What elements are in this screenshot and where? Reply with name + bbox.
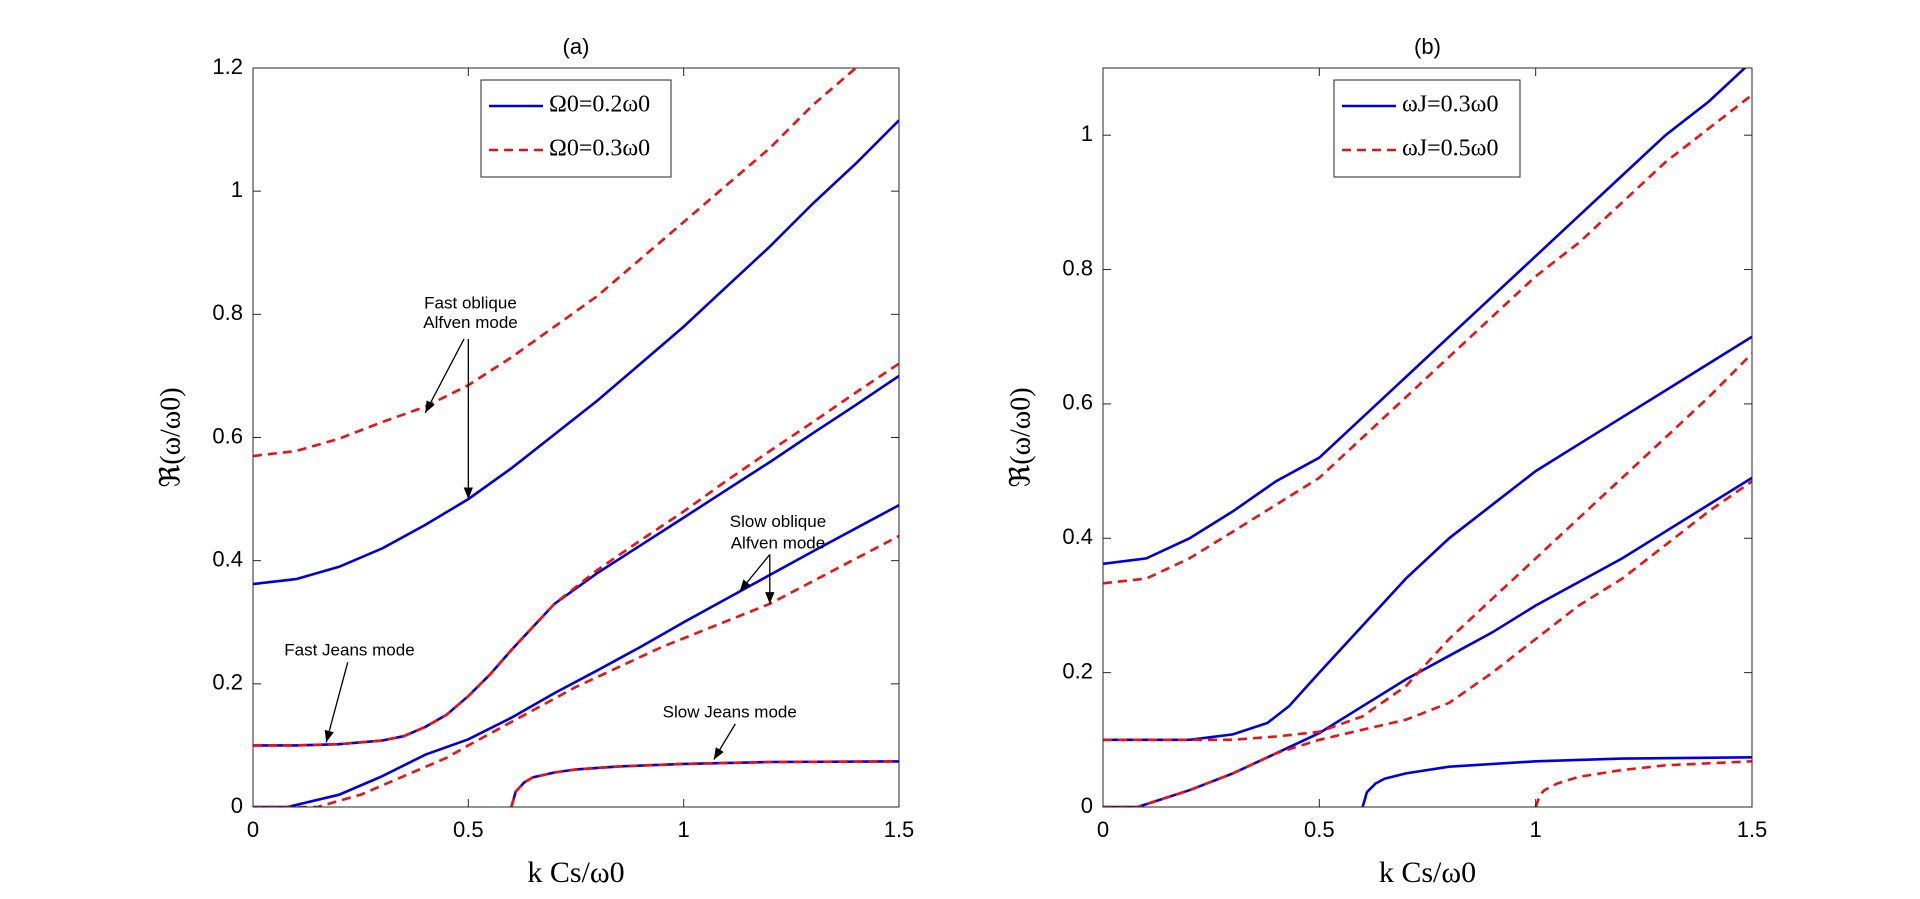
curve	[1103, 476, 1752, 807]
curve	[253, 68, 858, 458]
curves	[253, 68, 899, 807]
x-tick-label: 0.5	[1304, 817, 1335, 842]
curve	[510, 760, 899, 807]
legend-label: Ω0=0.3ω0	[549, 136, 650, 162]
curve	[1534, 760, 1752, 807]
y-tick-label: 0	[231, 793, 243, 818]
panel: (a) 0 0.5 1 1.5 0 0.2 0.4 0.6 0.8 1 1.2 k Cs/ω0 ℜ(ω/ω…	[155, 34, 915, 889]
legend-label: ωJ=0.3ω0	[1402, 92, 1498, 118]
annotation-arrow	[739, 554, 771, 592]
annotation-arrow	[424, 338, 465, 414]
y-axis-label: ℜ(ω/ω0)	[155, 387, 186, 487]
y-tick-label: 1.2	[212, 54, 243, 79]
x-tick-label: 1	[1530, 817, 1542, 842]
x-axis-label: k Cs/ω0	[527, 856, 624, 889]
x-tick-label: 1.5	[1737, 817, 1768, 842]
y-tick-label: 1	[231, 177, 243, 202]
curve	[253, 119, 899, 586]
x-tick-label: 0	[1097, 817, 1109, 842]
annotation: Alfven mode	[731, 534, 826, 553]
y-tick-label: 0.4	[212, 546, 243, 571]
y-tick-label: 0.6	[1062, 390, 1093, 415]
legend-label: Ω0=0.2ω0	[549, 92, 650, 118]
annotation: Slow Jeans mode	[663, 702, 797, 721]
y-tick-label: 0.8	[1062, 255, 1093, 280]
curve	[1361, 756, 1752, 807]
curve	[1103, 93, 1752, 585]
curve	[253, 362, 899, 747]
x-tick-label: 0	[247, 817, 259, 842]
x-tick-label: 1.5	[884, 817, 915, 842]
curve	[1103, 68, 1747, 566]
curve	[1103, 335, 1752, 742]
y-axis-label: ℜ(ω/ω0)	[1005, 387, 1036, 487]
legend-box	[1333, 79, 1521, 178]
annotation-arrow	[324, 662, 349, 743]
curves	[1103, 68, 1752, 807]
x-axis-label: k Cs/ω0	[1379, 856, 1476, 889]
axes-box	[1102, 67, 1753, 808]
curve	[1103, 352, 1752, 742]
x-tick-label: 1	[678, 817, 690, 842]
curve	[253, 504, 899, 807]
panel-title: (b)	[1414, 34, 1441, 59]
curve	[253, 534, 899, 807]
panel-title: (a)	[563, 34, 590, 59]
y-tick-label: 0.2	[1062, 658, 1093, 683]
curve	[1103, 480, 1752, 807]
panel: (b) 0 0.5 1 1.5 0 0.2 0.4 0.6 0.8 1 k Cs/ω0 ℜ(ω/ω0) ω…	[1005, 34, 1767, 889]
y-tick-label: 0.8	[212, 300, 243, 325]
y-tick-label: 0.6	[212, 423, 243, 448]
annotation: Slow oblique	[730, 512, 826, 531]
annotation: Fast Jeans mode	[284, 641, 414, 660]
y-tick-label: 0.4	[1062, 524, 1093, 549]
legend-box	[480, 79, 672, 178]
y-tick-label: 0	[1081, 793, 1093, 818]
annotation: Alfven mode	[423, 313, 518, 332]
y-tick-label: 0.2	[212, 670, 243, 695]
x-tick-label: 0.5	[453, 817, 484, 842]
annotation: Fast oblique	[424, 293, 517, 312]
annotation-arrow	[713, 723, 736, 760]
y-tick-label: 1	[1081, 121, 1093, 146]
legend-label: ωJ=0.5ω0	[1402, 136, 1498, 162]
